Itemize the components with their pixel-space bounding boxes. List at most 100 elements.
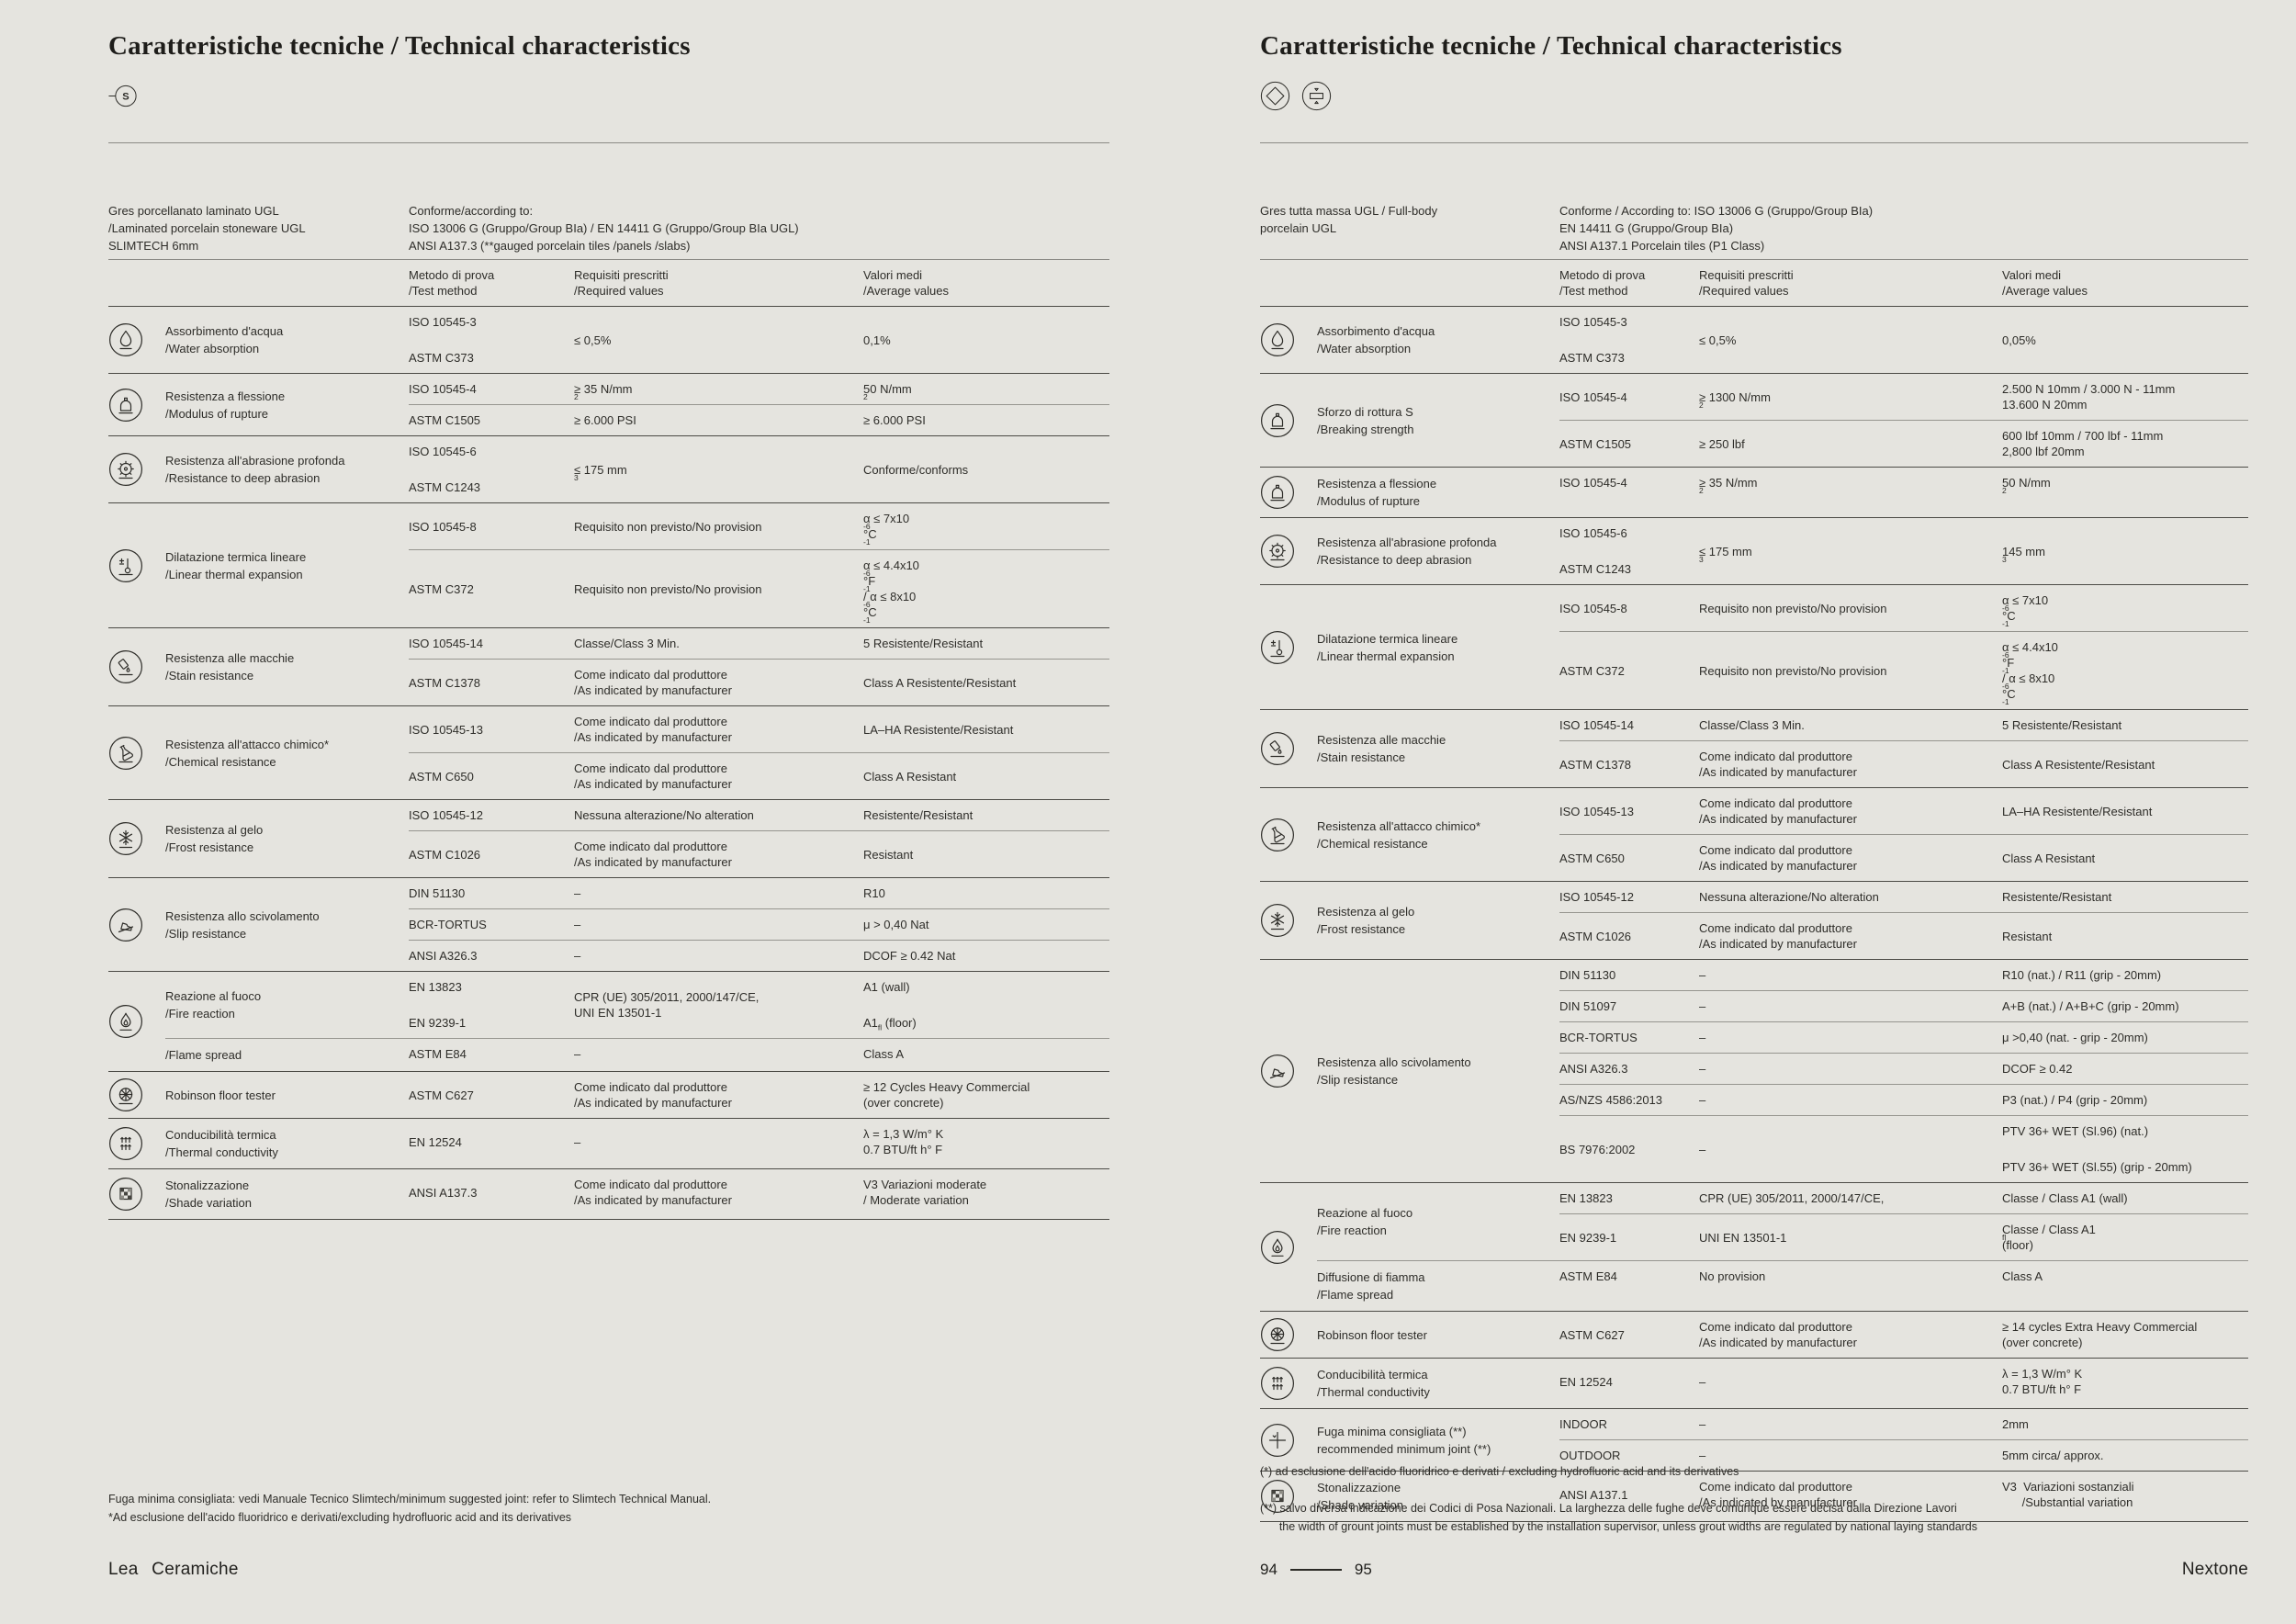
table-row: ISO 10545-4 ≥ 1300 N/mm 2 2.500 N 10mm / 3.…	[1559, 374, 2248, 420]
characteristic-label: /Flame spread	[165, 1048, 242, 1062]
average-value-cell: 5 Resistente/Resistant	[863, 637, 984, 650]
page-right: Caratteristiche tecniche / Technical cha…	[1260, 0, 2248, 1624]
test-method-cell: ISO 10545-13	[409, 722, 483, 737]
characteristics-table: Assorbimento d'acqua/Water absorption ISO…	[108, 307, 1109, 1220]
average-value-cell: Resistant	[863, 847, 914, 862]
gear-icon	[1260, 518, 1317, 584]
required-value-cell: Come indicato dal produttore/As indicate…	[1699, 750, 1857, 779]
table-row: ISO 10545-8 Requisito non previsto/No pro…	[409, 503, 1109, 549]
characteristic-label: Resistenza a flessione/Modulus of ruptur…	[1317, 477, 1437, 508]
standards-conformity: Conforme/according to: ISO 13006 G (Grupp…	[409, 204, 799, 253]
average-value-cell: 50 N/mm 2	[2002, 476, 2051, 495]
characteristic-row-group: Resistenza all'attacco chimico*/Chemical…	[1260, 787, 2248, 881]
average-value-cell: Class A Resistant	[2002, 851, 2096, 865]
wheel-icon	[1260, 1312, 1317, 1358]
required-value-cell: Requisito non previsto/No provision	[1699, 663, 1887, 678]
page-number-left: 94	[1260, 1561, 1277, 1578]
average-value-cell: 0,1%	[863, 333, 891, 347]
average-value-cell: Class A	[863, 1047, 905, 1061]
table-row: ISO 10545-13 Come indicato dal produttore…	[409, 706, 1109, 752]
required-value-cell: –	[574, 949, 581, 963]
press-icon	[1260, 374, 1317, 467]
average-value-cell: Class A	[2002, 1269, 2043, 1283]
average-value-cell: λ = 1,3 W/m° K 0.7 BTU/ft h° F	[863, 1127, 944, 1156]
thermometer-icon	[1260, 585, 1317, 709]
column-header-average: Valori medi/Average values	[2002, 268, 2088, 298]
title-rule	[1260, 142, 2248, 143]
required-value-cell: Come indicato dal produttore/As indicate…	[1699, 796, 1857, 826]
characteristic-label: Assorbimento d'acqua/Water absorption	[165, 324, 284, 355]
characteristic-row-group: Robinson floor tester ASTM C627 Come indic…	[1260, 1311, 2248, 1358]
gear-icon	[108, 436, 165, 502]
press-icon	[108, 374, 165, 435]
characteristic-row-group: Resistenza all'attacco chimico*/Chemical…	[108, 705, 1109, 799]
droplet-icon	[1260, 307, 1317, 373]
average-value-cell: A1 (wall) A1fl (floor)	[863, 980, 917, 1032]
characteristic-row-group: Conducibilità termica/Thermal conductivi…	[108, 1118, 1109, 1168]
required-value-cell: Come indicato dal produttore/As indicate…	[1699, 1320, 1857, 1349]
average-value-cell: μ > 0,40 Nat	[863, 918, 929, 931]
test-method-cell: ANSI A137.1	[1559, 1487, 1628, 1502]
test-method-cell: ISO 10545-3 ASTM C373	[409, 315, 477, 365]
characteristic-label: Stonalizzazione/Shade variation	[165, 1179, 252, 1210]
characteristic-row-group: Reazione al fuoco/Fire reaction EN 13823 E…	[108, 971, 1109, 1071]
characteristic-label: Resistenza alle macchie/Stain resistance	[1317, 733, 1446, 764]
checkerboard-icon	[108, 1169, 165, 1219]
table-row: ASTM C1026 Come indicato dal produttore/A…	[1559, 912, 2248, 959]
required-value-cell: CPR (UE) 305/2011, 2000/147/CE, UNI EN 13…	[574, 990, 760, 1020]
characteristic-label: Resistenza allo scivolamento/Slip resist…	[165, 908, 320, 941]
average-value-cell: DCOF ≥ 0.42 Nat	[863, 949, 956, 963]
footnotes: Fuga minima consigliata: vedi Manuale Te…	[108, 1493, 712, 1524]
required-value-cell: ≤ 175 mm 3	[1699, 544, 1752, 564]
test-method-cell: ASTM C1378	[409, 675, 481, 690]
table-row: ASTM C650 Come indicato dal produttore/As…	[1559, 834, 2248, 881]
characteristic-row-group: Resistenza allo scivolamento/Slip resist…	[108, 877, 1109, 971]
characteristics-table: Assorbimento d'acqua/Water absorption ISO…	[1260, 307, 2248, 1522]
table-row: ISO 10545-6 ASTM C1243 ≤ 175 mm 3 Conforme/c…	[409, 436, 1109, 502]
characteristic-label: Resistenza a flessione/Modulus of ruptur…	[165, 389, 286, 421]
title-icons	[1260, 79, 2248, 112]
table-row: BS 7976:2002 – PTV 36+ WET (Sl.96) (nat.) P…	[1559, 1115, 2248, 1182]
test-method-cell: EN 12524	[1559, 1374, 1613, 1389]
page-footer: 94 95 Nextone	[1260, 1560, 2248, 1580]
characteristic-row-group: Resistenza all'abrasione profonda/Resist…	[108, 435, 1109, 502]
required-value-cell: ≤ 0,5%	[574, 333, 612, 347]
required-value-cell: Requisito non previsto/No provision	[574, 581, 762, 596]
characteristic-row-group: Sforzo di rottura S/Breaking strength ISO…	[1260, 373, 2248, 467]
average-value-cell: V3 Variazioni sostanziali /Substantial v…	[2002, 1480, 2134, 1509]
heat-arrows-icon	[108, 1119, 165, 1168]
characteristic-row-group: Resistenza alle macchie/Stain resistance…	[1260, 709, 2248, 787]
test-method-cell: BCR-TORTUS	[409, 918, 487, 931]
required-value-cell: Come indicato dal produttore/As indicate…	[574, 761, 732, 791]
average-value-cell: R10 (nat.) / R11 (grip - 20mm)	[2002, 968, 2162, 982]
test-method-cell: ISO 10545-8	[409, 519, 477, 534]
test-method-cell: ASTM E84	[1559, 1269, 1617, 1283]
material-description: Gres tutta massa UGL / Full-body porcelai…	[1260, 204, 1438, 235]
table-row: DIN 51130 – R10 (nat.) / R11 (grip - 20mm)	[1559, 960, 2248, 990]
test-method-cell: ASTM E84	[409, 1047, 467, 1061]
wheel-icon	[108, 1072, 165, 1118]
required-value-cell: ≤ 175 mm 3	[574, 462, 627, 482]
required-value-cell: UNI EN 13501-1	[1699, 1230, 1787, 1245]
required-value-cell: Requisito non previsto/No provision	[574, 519, 762, 534]
characteristic-label: Assorbimento d'acqua/Water absorption	[1317, 324, 1435, 355]
characteristic-label: Dilatazione termica lineare/Linear therm…	[1317, 631, 1458, 663]
table-row: ASTM C627 Come indicato dal produttore/As…	[409, 1072, 1109, 1118]
characteristic-label: Resistenza all'abrasione profonda/Resist…	[165, 454, 345, 485]
table-row: ASTM C1378 Come indicato dal produttore/A…	[1559, 740, 2248, 787]
average-value-cell: α ≤ 7x10 -6 °C -1	[863, 512, 910, 547]
column-header-required: Requisiti prescritti/Required values	[574, 268, 669, 298]
characteristic-label: Reazione al fuoco/Fire reaction	[1317, 1206, 1413, 1237]
required-value-cell: ≥ 35 N/mm 2	[574, 382, 633, 401]
required-value-cell: No provision	[1699, 1269, 1766, 1283]
characteristic-row-group: Resistenza alle macchie/Stain resistance…	[108, 627, 1109, 705]
average-value-cell: DCOF ≥ 0.42	[2002, 1062, 2073, 1076]
header-spacer	[1260, 267, 1559, 299]
test-method-cell: ASTM C372	[409, 581, 474, 596]
required-value-cell: –	[1699, 999, 1706, 1013]
average-value-cell: LA–HA Resistente/Resistant	[863, 722, 1014, 737]
characteristic-row-group: Dilatazione termica lineare/Linear therm…	[1260, 584, 2248, 709]
required-value-cell: –	[1699, 1093, 1706, 1107]
required-value-cell: Come indicato dal produttore/As indicate…	[574, 668, 732, 697]
